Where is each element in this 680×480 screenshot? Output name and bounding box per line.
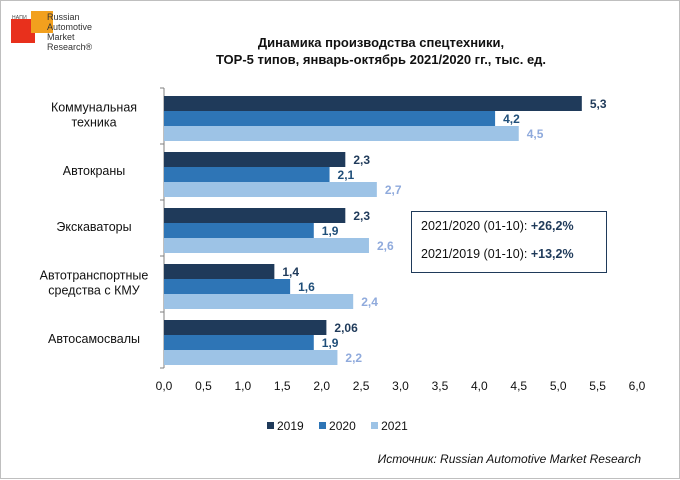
data-label-2020: 2,1 [338, 168, 355, 182]
data-label-2020: 1,9 [322, 224, 339, 238]
bar-2020 [164, 279, 291, 294]
category-label: Автотранспортные [40, 269, 149, 283]
x-tick-label: 4,0 [471, 379, 488, 393]
data-label-2020: 1,9 [322, 336, 339, 350]
bar-2021 [164, 350, 338, 365]
legend: 2019 2020 2021 [267, 419, 420, 433]
legend-label-2020: 2020 [329, 419, 356, 433]
x-tick-label: 1,0 [234, 379, 251, 393]
category-label: Автокраны [63, 164, 126, 178]
bar-2021 [164, 182, 377, 197]
data-label-2020: 4,2 [503, 112, 520, 126]
data-label-2021: 2,2 [345, 351, 362, 365]
x-tick-label: 3,5 [432, 379, 449, 393]
data-label-2019: 5,3 [590, 97, 607, 111]
x-tick-label: 4,5 [510, 379, 527, 393]
data-label-2021: 2,4 [361, 295, 378, 309]
category-label: техника [71, 116, 116, 130]
data-label-2019: 2,06 [334, 321, 358, 335]
bar-2020 [164, 167, 330, 182]
bar-2019 [164, 320, 327, 335]
chart-subtitle: ТОР-5 типов, январь-октябрь 2021/2020 гг… [215, 52, 547, 67]
data-label-2019: 2,3 [353, 209, 370, 223]
x-tick-label: 0,0 [156, 379, 173, 393]
legend-item-2021: 2021 [371, 419, 408, 433]
x-tick-label: 6,0 [629, 379, 646, 393]
bar-2021 [164, 294, 354, 309]
infobox-row1-value: +26,2% [530, 219, 574, 233]
legend-label-2021: 2021 [381, 419, 408, 433]
legend-item-2020: 2020 [319, 419, 356, 433]
chart-title-block: Динамика производства спецтехники, ТОР-5… [141, 34, 621, 68]
x-tick-label: 2,5 [353, 379, 370, 393]
infobox-row1-label: 2021/2020 (01-10): [421, 219, 531, 233]
bar-2019 [164, 96, 582, 111]
infobox-row2-value: +13,2% [530, 247, 574, 261]
bar-2020 [164, 223, 314, 238]
bar-2019 [164, 152, 346, 167]
x-tick-label: 0,5 [195, 379, 212, 393]
chart-title: Динамика производства спецтехники, [257, 35, 505, 50]
x-tick-label: 3,0 [392, 379, 409, 393]
category-label: Автосамосвалы [48, 332, 140, 346]
bar-2019 [164, 208, 346, 223]
category-label: Коммунальная [51, 101, 137, 115]
bar-2019 [164, 264, 275, 279]
data-label-2021: 2,7 [385, 183, 402, 197]
bar-2020 [164, 111, 496, 126]
legend-label-2019: 2019 [277, 419, 304, 433]
data-label-2019: 1,4 [282, 265, 299, 279]
x-tick-label: 5,0 [550, 379, 567, 393]
infobox-row-2020: 2021/2020 (01-10): +26,2% [421, 219, 574, 233]
infobox-row2-label: 2021/2019 (01-10): [421, 247, 531, 261]
legend-swatch-2021 [371, 422, 379, 429]
bar-2021 [164, 238, 369, 253]
x-tick-label: 5,5 [589, 379, 606, 393]
x-tick-label: 2,0 [313, 379, 330, 393]
logo-small-text: НАПИ [12, 15, 27, 21]
logo-orange-square [31, 11, 53, 33]
bar-2020 [164, 335, 314, 350]
data-label-2021: 2,6 [377, 239, 394, 253]
category-label: средства с КМУ [48, 284, 139, 298]
data-label-2020: 1,6 [298, 280, 315, 294]
legend-item-2019: 2019 [267, 419, 304, 433]
data-label-2019: 2,3 [353, 153, 370, 167]
source-note: Источник: Russian Automotive Market Rese… [377, 452, 641, 466]
logo: НАПИ Russian Automotive Market Research® [11, 7, 111, 67]
x-tick-label: 1,5 [274, 379, 291, 393]
logo-text: Russian Automotive Market Research® [47, 12, 93, 52]
legend-swatch-2019 [267, 422, 274, 429]
growth-infobox: 2021/2020 (01-10): +26,2% 2021/2019 (01-… [411, 211, 607, 273]
infobox-row-2019: 2021/2019 (01-10): +13,2% [421, 247, 574, 261]
bar-2021 [164, 126, 519, 141]
data-label-2021: 4,5 [527, 127, 544, 141]
legend-swatch-2020 [319, 422, 327, 429]
category-label: Экскаваторы [56, 220, 131, 234]
